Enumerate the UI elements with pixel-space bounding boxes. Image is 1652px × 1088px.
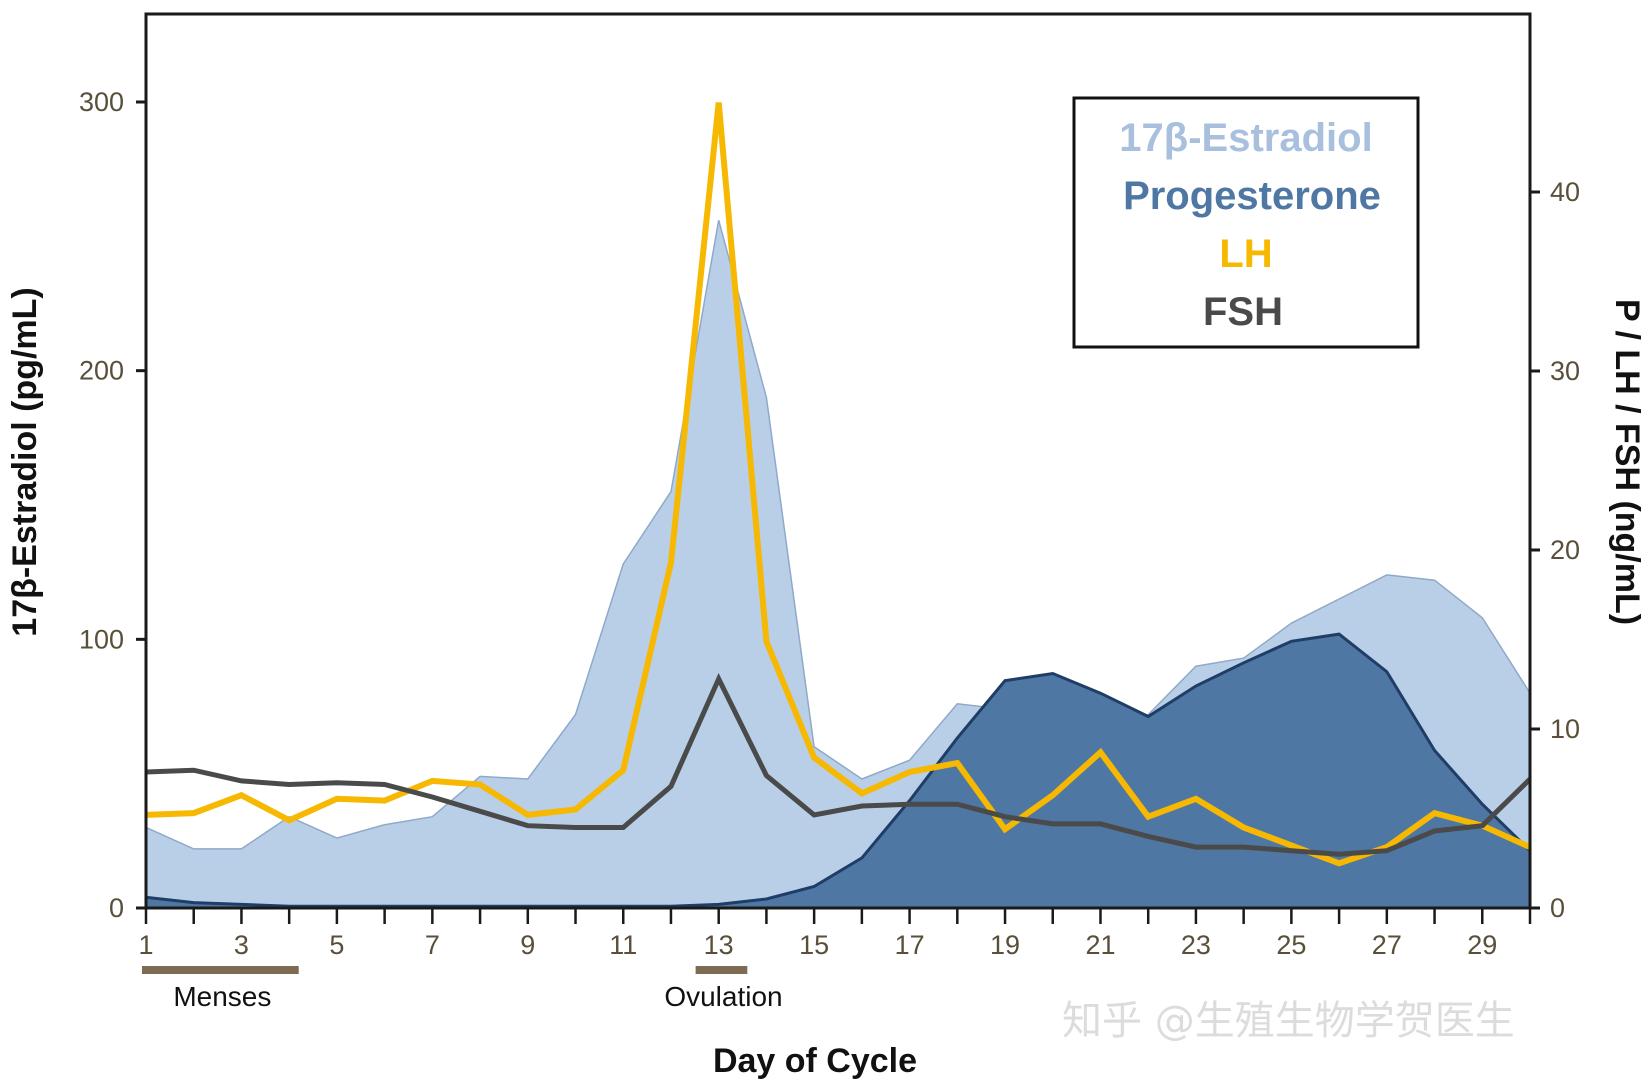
x-tick-label: 29 [1467, 930, 1497, 960]
fsh-line [145, 673, 1532, 857]
y-right-tick-label: 30 [1550, 356, 1580, 386]
x-tick-label: 7 [425, 930, 440, 960]
x-axis-title: Day of Cycle [713, 1042, 917, 1080]
menses-bar [142, 966, 299, 974]
watermark: 知乎 @生殖生物学贺医生 [1062, 998, 1515, 1044]
y-right-tick-label: 0 [1550, 893, 1565, 923]
x-tick-label: 11 [609, 930, 637, 960]
y-left-tick-label: 100 [79, 624, 124, 654]
progesterone-area [144, 632, 1532, 910]
legend-label-estradiol: 17β-Estradiol [1119, 116, 1372, 160]
legend: 17β-Estradiol Progesterone LH FSH [1072, 96, 1420, 349]
ovulation-bar [695, 966, 748, 974]
y-right-tick-label: 40 [1550, 177, 1580, 207]
line-series-layer [145, 102, 1532, 867]
ovulation-label: Ovulation [664, 981, 782, 1012]
x-tick-label: 23 [1181, 930, 1211, 960]
y-right-tick-label: 10 [1550, 714, 1580, 744]
x-tick-label: 5 [329, 930, 344, 960]
y-left-tick-label: 0 [109, 893, 124, 923]
x-tick-label: 17 [895, 930, 925, 960]
legend-box [1072, 96, 1420, 349]
x-tick-label: 19 [990, 930, 1020, 960]
legend-label-lh: LH [1219, 232, 1272, 276]
x-tick-label: 15 [799, 930, 829, 960]
x-tick-label: 13 [704, 930, 734, 960]
legend-label-fsh: FSH [1203, 290, 1283, 334]
y-axis-title-left: 17β-Estradiol (pg/mL) [6, 287, 44, 636]
x-tick-label: 25 [1276, 930, 1306, 960]
y-right-tick-label: 20 [1550, 535, 1580, 565]
annotations-layer: Menses Ovulation [142, 966, 783, 1012]
lh-line [145, 102, 1532, 867]
area-series-layer [144, 220, 1532, 910]
x-tick-label: 9 [520, 930, 535, 960]
x-tick-label: 3 [234, 930, 249, 960]
y-left-tick-label: 300 [79, 87, 124, 117]
y-axis-title-right: P / LH / FSH (ng/mL) [1608, 299, 1646, 625]
x-tick-label: 21 [1085, 930, 1115, 960]
menses-label: Menses [173, 981, 271, 1012]
x-tick-label: 1 [138, 930, 153, 960]
plot-frame [144, 12, 1532, 910]
x-tick-label: 27 [1372, 930, 1402, 960]
y-left-tick-label: 200 [79, 356, 124, 386]
legend-label-progesterone: Progesterone [1123, 174, 1381, 218]
